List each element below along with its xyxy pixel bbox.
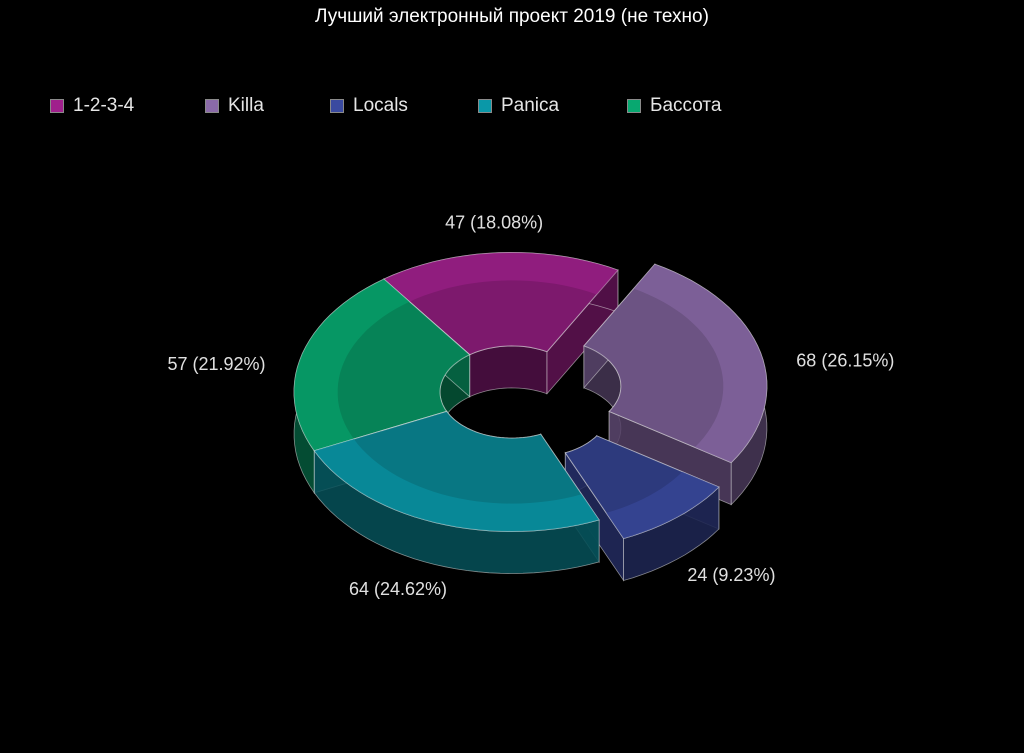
legend-item-bassota[interactable]: Бассота <box>627 94 721 118</box>
data-label-Бассота: 57 (21.92%) <box>167 354 265 374</box>
data-label-Locals: 24 (9.23%) <box>687 565 775 585</box>
legend: 1-2-3-4 Killa Locals Panica Бассота <box>0 94 1024 120</box>
legend-label: 1-2-3-4 <box>73 95 135 116</box>
data-label-1-2-3-4: 47 (18.08%) <box>445 213 543 233</box>
legend-swatch <box>205 99 219 113</box>
pie-slice-Panica[interactable] <box>313 410 600 574</box>
legend-item-panica[interactable]: Panica <box>478 94 559 118</box>
legend-item-locals[interactable]: Locals <box>330 94 408 118</box>
pie-slice-Killa[interactable] <box>583 263 768 506</box>
legend-swatch <box>50 99 64 113</box>
data-label-Panica: 64 (24.62%) <box>349 579 447 599</box>
data-label-Killa: 68 (26.15%) <box>796 351 894 371</box>
chart-title: Лучший электронный проект 2019 (не техно… <box>315 6 709 27</box>
legend-swatch <box>478 99 492 113</box>
legend-label: Бассота <box>650 95 722 116</box>
legend-swatch <box>627 99 641 113</box>
legend-label: Panica <box>501 95 560 116</box>
legend-label: Locals <box>353 95 408 116</box>
legend-label: Killa <box>228 95 264 116</box>
legend-item-1-2-3-4[interactable]: 1-2-3-4 <box>50 94 134 118</box>
legend-item-killa[interactable]: Killa <box>205 94 264 118</box>
pie-slice-1-2-3-4[interactable] <box>382 251 619 398</box>
legend-swatch <box>330 99 344 113</box>
